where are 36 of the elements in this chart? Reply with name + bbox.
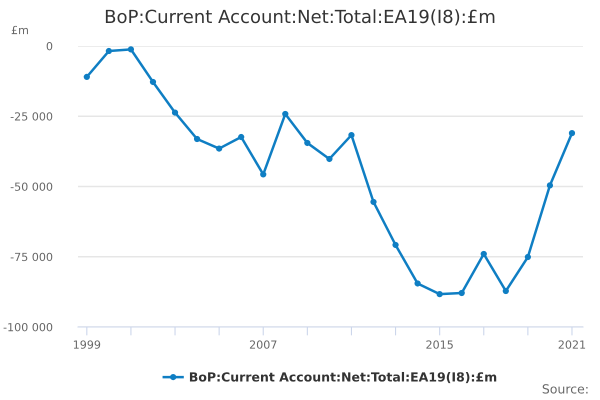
point	[348, 132, 355, 138]
x-tick-label: 2015	[426, 340, 453, 349]
point	[414, 280, 421, 287]
point	[128, 46, 134, 52]
point	[304, 140, 310, 146]
point	[260, 171, 266, 178]
point	[282, 110, 288, 118]
point	[194, 136, 200, 142]
point	[436, 291, 443, 298]
x-tick-label: 2021	[558, 340, 586, 349]
legend-label: BoP:Current Account:Net:Total:EA19(I8):£m	[190, 372, 496, 384]
point	[524, 254, 531, 260]
point	[568, 130, 576, 136]
point	[84, 74, 90, 80]
chart-title: BoP:Current Account:Net:Total:EA19(I8):£m	[106, 9, 494, 26]
point	[238, 134, 244, 140]
point	[458, 290, 465, 296]
y-tick-label: 0	[46, 42, 52, 50]
x-tick-label: 1999	[74, 340, 100, 349]
point	[392, 242, 399, 248]
point	[216, 145, 222, 152]
y-tick-label: -25 000	[10, 112, 52, 121]
x-tick-label: 2007	[250, 340, 276, 349]
point	[370, 198, 377, 206]
point	[546, 182, 554, 188]
y-tick-label: -75 000	[10, 252, 52, 262]
source-note: Source:	[542, 384, 588, 394]
point	[106, 48, 112, 54]
point	[480, 250, 487, 258]
point	[502, 288, 509, 294]
point	[326, 156, 333, 162]
point	[150, 78, 156, 86]
y-axis-title: £m	[12, 26, 28, 34]
y-tick-label: -100 000	[4, 322, 52, 332]
point	[172, 109, 178, 116]
y-tick-label: -50 000	[10, 182, 52, 191]
